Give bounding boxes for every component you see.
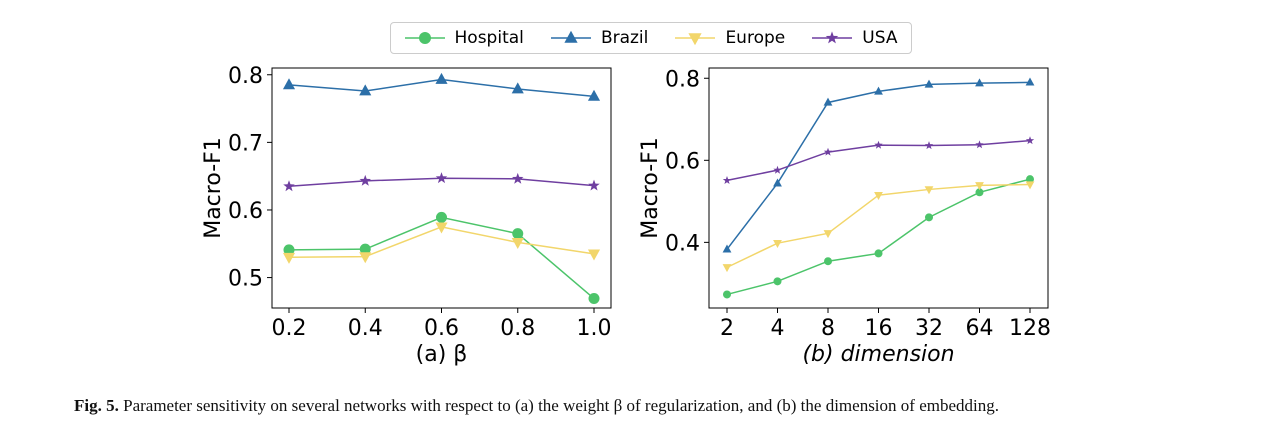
x-axis-label: (b) dimension <box>802 342 954 367</box>
data-point-hospital <box>874 249 883 258</box>
data-point-europe <box>1025 181 1035 190</box>
data-point-usa <box>359 174 372 186</box>
data-point-brazil <box>282 78 296 90</box>
data-point-europe <box>975 182 984 191</box>
data-point-usa <box>511 172 524 184</box>
legend-swatch <box>812 31 853 44</box>
x-tick-label: 1.0 <box>577 316 612 341</box>
legend-marker-triangle-down <box>688 33 703 46</box>
x-tick-label: 2 <box>720 316 734 341</box>
data-point-brazil <box>874 86 883 95</box>
y-tick-label: 0.7 <box>228 131 263 156</box>
data-point-brazil <box>975 78 984 87</box>
legend-swatch <box>404 32 445 44</box>
x-axis-label: (a) β <box>416 342 468 367</box>
data-point-hospital <box>975 188 984 197</box>
legend-marker-star <box>826 31 839 44</box>
caption-label: Fig. 5. <box>74 396 119 415</box>
data-point-brazil <box>1025 77 1035 86</box>
data-point-usa <box>722 176 732 184</box>
data-point-hospital <box>588 293 600 305</box>
chart-a: 0.2 0.4 0.6 0.8 1.0 0.5 0.6 0.7 0.8 Macro-F1 (a) β <box>201 64 612 367</box>
data-point-europe <box>435 222 448 234</box>
x-tick-label: 0.2 <box>272 316 307 341</box>
data-point-brazil <box>773 178 782 187</box>
plot-frame <box>271 67 612 309</box>
x-tick-label: 0.8 <box>500 316 535 341</box>
legend-label: Brazil <box>600 28 649 48</box>
data-point-europe <box>924 186 934 195</box>
data-point-hospital <box>925 213 933 222</box>
y-tick-label: 0.8 <box>665 67 700 92</box>
data-point-usa <box>773 165 782 174</box>
data-point-usa <box>975 140 984 149</box>
data-point-usa <box>435 172 448 184</box>
y-tick-label: 0.6 <box>228 199 263 224</box>
x-tick-label: 32 <box>915 316 943 341</box>
data-point-hospital <box>773 277 782 286</box>
data-point-europe <box>823 230 833 239</box>
legend-label: Europe <box>725 28 786 48</box>
data-point-hospital <box>512 228 524 240</box>
legend-item-usa: USA <box>812 28 897 48</box>
data-point-brazil <box>511 82 524 94</box>
legend-item-europe: Europe <box>675 28 785 48</box>
data-point-usa <box>874 140 883 149</box>
x-tick-label: 8 <box>821 316 835 341</box>
data-point-brazil <box>359 84 372 96</box>
caption-text: Parameter sensitivity on several network… <box>118 396 999 415</box>
data-point-usa <box>588 179 600 191</box>
data-point-europe <box>511 238 524 250</box>
data-point-usa <box>924 141 934 150</box>
data-point-usa <box>1025 136 1035 145</box>
legend-swatch <box>550 30 591 43</box>
chart-b: 2 4 8 16 32 64 128 0.4 0.6 0.8 Macro-F1 (b) dimensi… <box>638 67 1051 367</box>
legend-item-hospital: Hospital <box>404 28 524 48</box>
x-tick-label: 16 <box>865 316 893 341</box>
y-tick-label: 0.8 <box>228 64 263 89</box>
data-point-hospital <box>723 290 731 299</box>
y-axis-label: Macro-F1 <box>201 137 226 239</box>
y-tick-label: 0.5 <box>228 267 263 292</box>
x-tick-label: 64 <box>966 316 994 341</box>
legend-marker-triangle-up <box>564 30 578 43</box>
legend-item-brazil: Brazil <box>550 28 649 48</box>
y-axis-label: Macro-F1 <box>638 137 663 239</box>
data-point-brazil <box>435 72 448 84</box>
data-point-usa <box>283 180 295 192</box>
data-point-europe <box>282 252 296 264</box>
legend-label: Hospital <box>454 28 524 48</box>
data-point-brazil <box>924 79 934 88</box>
legend: Hospital Brazil Europe USA <box>390 22 912 54</box>
data-point-brazil <box>823 97 833 106</box>
legend-label: USA <box>862 28 898 48</box>
data-point-brazil <box>722 244 732 253</box>
data-point-europe <box>773 239 782 248</box>
data-point-brazil <box>587 89 601 101</box>
data-point-hospital <box>436 211 447 223</box>
data-point-europe <box>722 264 732 273</box>
y-tick-label: 0.6 <box>665 149 700 174</box>
data-point-hospital <box>283 244 295 256</box>
data-point-europe <box>587 249 601 261</box>
series-line-brazil <box>726 81 1031 250</box>
x-tick-label: 128 <box>1009 316 1051 341</box>
y-tick-label: 0.4 <box>665 231 700 256</box>
data-point-usa <box>823 147 833 156</box>
legend-marker-circle <box>418 32 431 44</box>
x-tick-label: 0.6 <box>424 316 459 341</box>
data-point-europe <box>359 252 372 264</box>
data-point-hospital <box>359 243 371 255</box>
data-point-hospital <box>824 257 832 266</box>
legend-swatch <box>675 33 716 46</box>
data-point-hospital <box>1026 175 1034 184</box>
x-tick-label: 0.4 <box>348 316 383 341</box>
figure-caption: Fig. 5. Parameter sensitivity on several… <box>74 396 999 416</box>
data-point-europe <box>874 191 883 200</box>
x-tick-label: 4 <box>771 316 785 341</box>
